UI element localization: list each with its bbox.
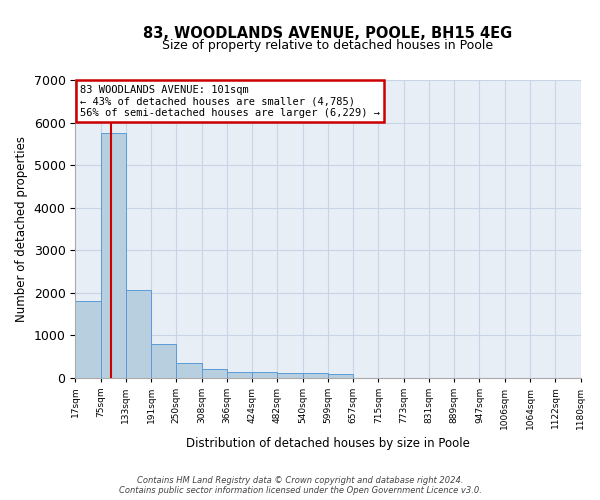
Title: Size of property relative to detached houses in Poole: Size of property relative to detached ho… <box>163 40 493 52</box>
Text: Contains HM Land Registry data © Crown copyright and database right 2024.
Contai: Contains HM Land Registry data © Crown c… <box>119 476 481 495</box>
Bar <box>176 362 202 378</box>
X-axis label: Distribution of detached houses by size in Poole: Distribution of detached houses by size … <box>186 437 470 450</box>
Bar <box>126 290 151 378</box>
Bar <box>252 372 277 378</box>
Bar <box>151 344 176 378</box>
Bar <box>277 373 302 378</box>
Y-axis label: Number of detached properties: Number of detached properties <box>15 136 28 322</box>
Text: 83, WOODLANDS AVENUE, POOLE, BH15 4EG: 83, WOODLANDS AVENUE, POOLE, BH15 4EG <box>143 26 512 42</box>
Bar <box>328 374 353 378</box>
Bar <box>227 372 252 378</box>
Bar <box>101 133 126 378</box>
Text: 83 WOODLANDS AVENUE: 101sqm
← 43% of detached houses are smaller (4,785)
56% of : 83 WOODLANDS AVENUE: 101sqm ← 43% of det… <box>80 84 380 117</box>
Bar <box>202 369 227 378</box>
Bar <box>75 301 101 378</box>
Bar <box>302 374 328 378</box>
